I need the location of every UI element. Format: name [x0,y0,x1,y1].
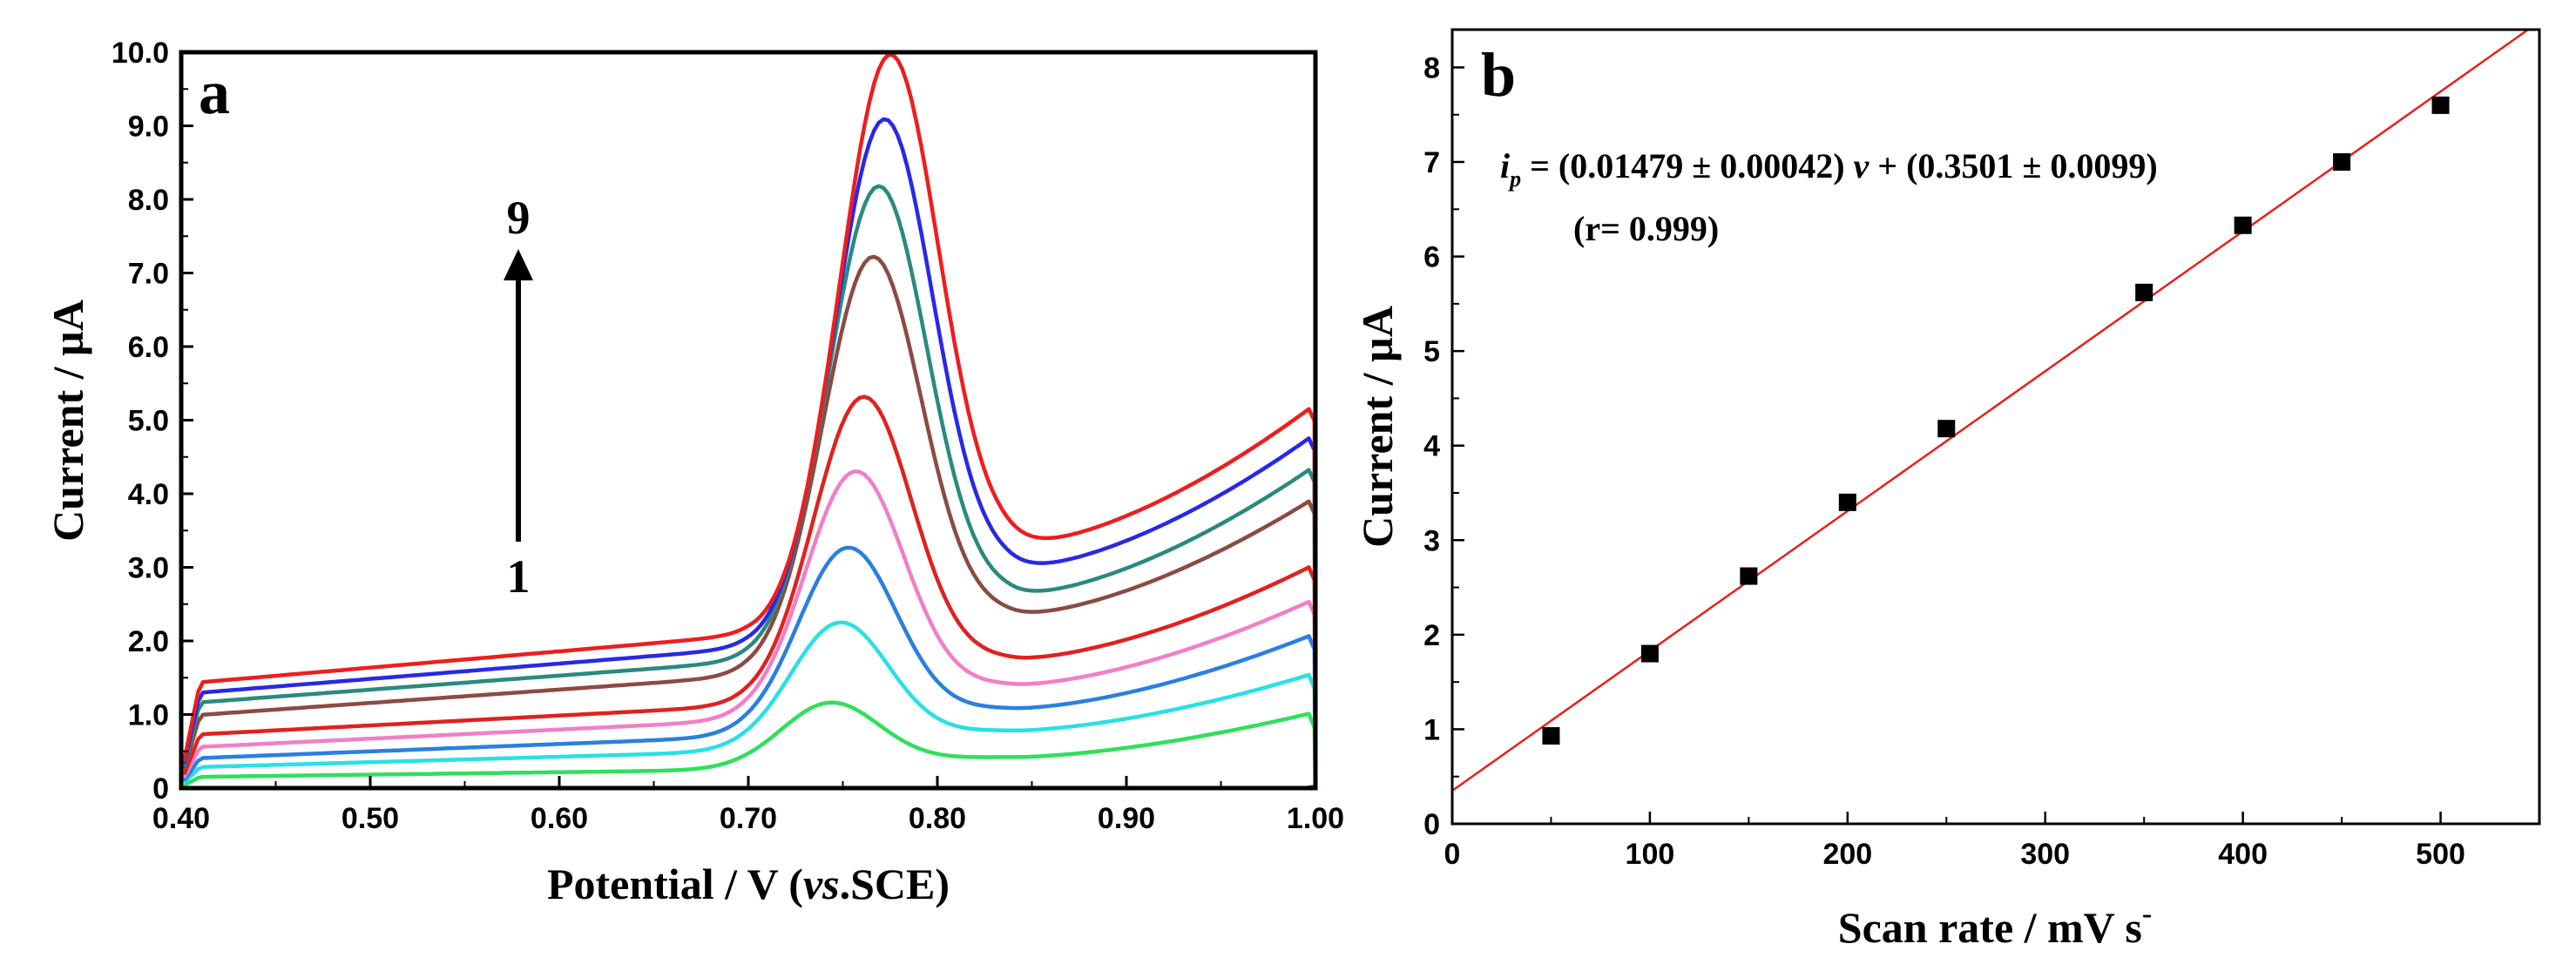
panel-b-y-axis-title: Current / µA [1353,306,1402,548]
data-point-marker [1740,567,1758,585]
panel-b-y-tick-label: 6 [1423,241,1440,274]
fit-equation-slope: = (0.01479 ± 0.00042) [1521,146,1853,185]
series-order-arrowhead [504,249,533,280]
panel-b-x-tick-label: 500 [2416,838,2465,871]
panel-a-y-axis-title: Current / µA [44,300,92,542]
panel-a-y-tick-label: 4.0 [128,478,169,511]
panel-a-y-tick-label: 0 [152,772,169,806]
data-point-marker [1640,644,1659,663]
panel-a-x-tick-label: 0.70 [720,802,777,835]
panel-a: 0 1.0 2.0 3.0 4.0 5.0 6.0 7.0 8.0 9.0 10.0 0.40 0.5… [44,37,1344,908]
panel-b-y-tick-label: 0 [1423,808,1440,841]
panel-a-y-tick-label: 3.0 [128,552,169,585]
panel-a-x-ticks: 0.40 0.50 0.60 0.70 0.80 0.90 1.00 [152,776,1344,835]
voltammogram-curve-9 [182,52,1318,791]
panel-b-y-tick-label: 7 [1423,146,1440,179]
panel-b-x-tick-label: 200 [1822,838,1872,871]
panel-a-y-ticks: 0 1.0 2.0 3.0 4.0 5.0 6.0 7.0 8.0 9.0 10.0 [112,37,193,806]
panel-b-y-tick-label: 4 [1423,430,1440,463]
arrow-label-bottom: 1 [507,550,531,603]
panel-b-y-tick-label: 3 [1423,524,1440,557]
panel-a-y-tick-label: 6.0 [128,331,169,364]
voltammogram-curve-4 [182,469,1318,791]
panel-a-label: a [199,57,230,127]
panel-a-x-tick-label: 0.60 [531,802,588,835]
voltammogram-curve-5 [182,394,1318,791]
panel-b: 0 1 2 3 4 5 6 7 8 0 100 200 300 400 500 b ip = (0.014… [1353,28,2541,952]
panel-a-x-tick-label: 0.50 [341,802,399,835]
panel-b-x-axis-title: Scan rate / mV s- [1838,898,2152,952]
panel-a-y-tick-label: 7.0 [128,258,169,291]
panel-a-y-tick-label: 8.0 [128,184,169,217]
data-point-marker [2333,153,2351,171]
fit-equation-intercept: + (0.3501 ± 0.0099) [1869,146,2157,185]
panel-a-x-tick-label: 0.40 [152,802,210,835]
voltammogram-curve-1 [183,700,1318,791]
panel-a-x-axis-title: Potential / V (vs.SCE) [547,860,950,908]
panel-a-y-tick-label: 9.0 [128,111,169,144]
data-point-marker [1542,727,1560,745]
voltammogram-curve-3 [182,545,1318,791]
panel-b-x-tick-label: 300 [2020,838,2070,871]
panel-b-x-tick-label: 400 [2218,838,2268,871]
panel-b-x-tick-label: 0 [1444,838,1461,871]
panel-b-y-tick-label: 2 [1423,619,1440,652]
arrow-label-top: 9 [507,192,531,244]
fit-equation-variable: ν [1854,146,1870,185]
panel-b-y-ticks: 0 1 2 3 4 5 6 7 8 [1423,51,1464,841]
voltammogram-curve-8 [182,117,1318,791]
panel-b-plot [1451,28,2529,792]
linear-fit-line [1451,28,2529,792]
fit-equation: ip = (0.01479 ± 0.00042) ν + (0.3501 ± 0… [1500,146,2158,192]
fit-equation-subscript: p [1508,166,1521,192]
data-point-marker [2234,216,2252,234]
fit-correlation: (r= 0.999) [1573,209,1719,248]
panel-a-y-tick-label: 2.0 [128,625,169,658]
panel-b-frame [1450,28,2541,826]
panel-a-x-axis-title-main: Potential / V ( [547,860,803,908]
panel-b-x-tick-label: 100 [1626,838,1675,871]
panel-a-y-tick-label: 5.0 [128,405,169,438]
voltammogram-curve-6 [182,254,1318,791]
panel-b-y-tick-label: 1 [1423,713,1440,746]
panel-a-frame [179,50,1318,791]
data-point-marker [2431,96,2450,114]
panel-b-x-axis-title-superscript: - [2142,898,2152,930]
voltammogram-curve-7 [182,184,1318,791]
panel-a-x-tick-label: 0.80 [909,802,966,835]
panel-a-x-tick-label: 1.00 [1287,802,1344,835]
data-point-marker [1937,420,1956,438]
panel-a-y-tick-label: 10.0 [112,37,169,70]
fit-equation-lhs: i [1500,146,1510,185]
data-point-marker [2135,283,2153,301]
panel-a-y-tick-label: 1.0 [128,699,169,732]
panel-b-x-axis-title-main: Scan rate / mV s [1838,903,2142,952]
panel-a-curves [182,52,1318,791]
panel-b-y-tick-label: 5 [1423,335,1440,368]
panel-a-x-axis-title-italic: vs [803,860,840,908]
panel-b-y-tick-label: 8 [1423,51,1440,84]
data-point-marker [1838,493,1856,511]
panel-a-x-tick-label: 0.90 [1098,802,1155,835]
voltammogram-curve-2 [182,620,1318,791]
panel-b-label: b [1481,40,1516,110]
panel-b-x-ticks: 0 100 200 300 400 500 [1444,812,2465,871]
panel-a-x-axis-title-tail: .SCE) [840,860,950,908]
